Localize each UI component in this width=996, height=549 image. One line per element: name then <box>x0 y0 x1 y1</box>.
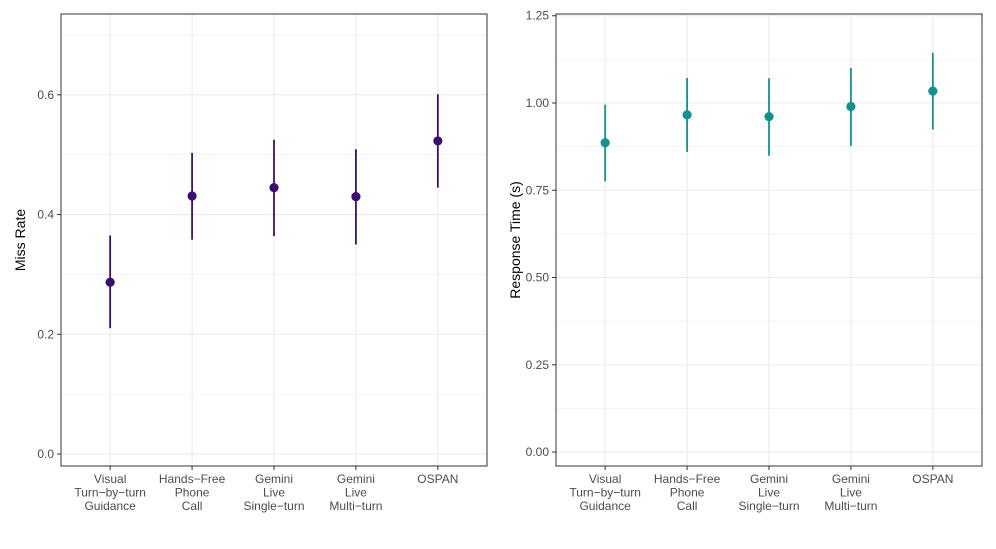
x-tick-label: Call <box>182 499 203 513</box>
x-tick-label: Visual <box>589 472 621 486</box>
x-tick-label: Visual <box>94 472 126 486</box>
x-tick-label: OSPAN <box>417 472 458 486</box>
x-tick-label: Gemini <box>832 472 870 486</box>
x-tick-label: Phone <box>175 486 210 500</box>
x-tick-label: Turn−by−turn <box>74 486 146 500</box>
x-tick-label: Live <box>263 486 285 500</box>
x-tick-label: Live <box>840 486 862 500</box>
data-point <box>187 191 197 201</box>
y-tick-label: 0.4 <box>37 208 54 222</box>
x-tick-label: Single−turn <box>243 499 304 513</box>
y-axis-title: Response Time (s) <box>507 181 523 298</box>
x-tick-label: Gemini <box>750 472 788 486</box>
data-point <box>105 277 115 287</box>
data-point <box>764 112 774 122</box>
x-tick-label: Hands−Free <box>159 472 226 486</box>
x-tick-label: Guidance <box>579 499 631 513</box>
data-point <box>351 191 361 202</box>
y-tick-label: 1.25 <box>526 9 550 23</box>
x-tick-label: Multi−turn <box>824 499 877 513</box>
data-point <box>846 101 856 112</box>
x-tick-label: Guidance <box>84 499 136 513</box>
x-tick-label: Live <box>345 486 367 500</box>
response-time-panel: 0.00 0.25 0.50 0.75 1.00 1.25 VisualTurn−by−tu… <box>507 9 983 513</box>
x-tick-label: Call <box>677 499 698 513</box>
x-tick-label: Phone <box>670 486 705 500</box>
y-tick-label: 0.00 <box>526 445 550 459</box>
y-axis-title: Miss Rate <box>12 209 28 271</box>
data-point <box>600 138 610 148</box>
x-tick-label: Multi−turn <box>329 499 382 513</box>
y-tick-label: 0.6 <box>37 88 54 102</box>
data-point <box>269 183 279 193</box>
x-tick-label: Live <box>758 486 780 500</box>
y-tick-label: 0.2 <box>37 327 54 341</box>
y-tick-label: 0.0 <box>37 447 54 461</box>
data-point <box>433 136 443 146</box>
x-tick-label: Gemini <box>255 472 293 486</box>
x-tick-label: Turn−by−turn <box>569 486 641 500</box>
data-point <box>682 110 692 120</box>
x-tick-label: OSPAN <box>912 472 953 486</box>
data-point <box>928 86 938 96</box>
x-tick-label: Gemini <box>337 472 375 486</box>
y-tick-label: 0.75 <box>526 183 550 197</box>
y-tick-label: 1.00 <box>526 96 550 110</box>
y-tick-label: 0.50 <box>526 271 550 285</box>
x-tick-label: Hands−Free <box>654 472 721 486</box>
x-tick-label: Single−turn <box>738 499 799 513</box>
y-tick-label: 0.25 <box>526 358 550 372</box>
